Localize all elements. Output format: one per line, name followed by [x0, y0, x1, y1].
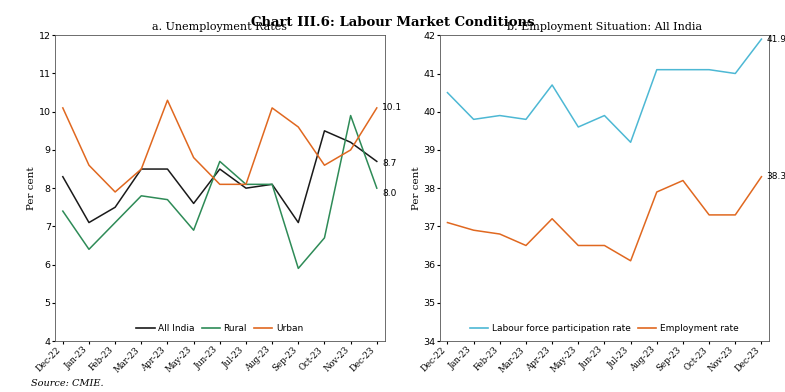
Legend: All India, Rural, Urban: All India, Rural, Urban: [133, 320, 307, 336]
Text: 10.1: 10.1: [382, 103, 402, 113]
Title: a. Unemployment Rates: a. Unemployment Rates: [152, 22, 287, 32]
Text: 8.7: 8.7: [382, 159, 396, 168]
Text: Source: CMIE.: Source: CMIE.: [31, 379, 104, 388]
Y-axis label: Per cent: Per cent: [411, 166, 421, 210]
Text: Chart III.6: Labour Market Conditions: Chart III.6: Labour Market Conditions: [250, 16, 535, 29]
Title: b. Employment Situation: All India: b. Employment Situation: All India: [507, 22, 702, 32]
Legend: Labour force participation rate, Employment rate: Labour force participation rate, Employm…: [467, 320, 742, 336]
Text: 8.0: 8.0: [382, 189, 396, 198]
Text: 38.3: 38.3: [767, 172, 785, 181]
Y-axis label: Per cent: Per cent: [27, 166, 36, 210]
Text: 41.9: 41.9: [767, 34, 785, 44]
